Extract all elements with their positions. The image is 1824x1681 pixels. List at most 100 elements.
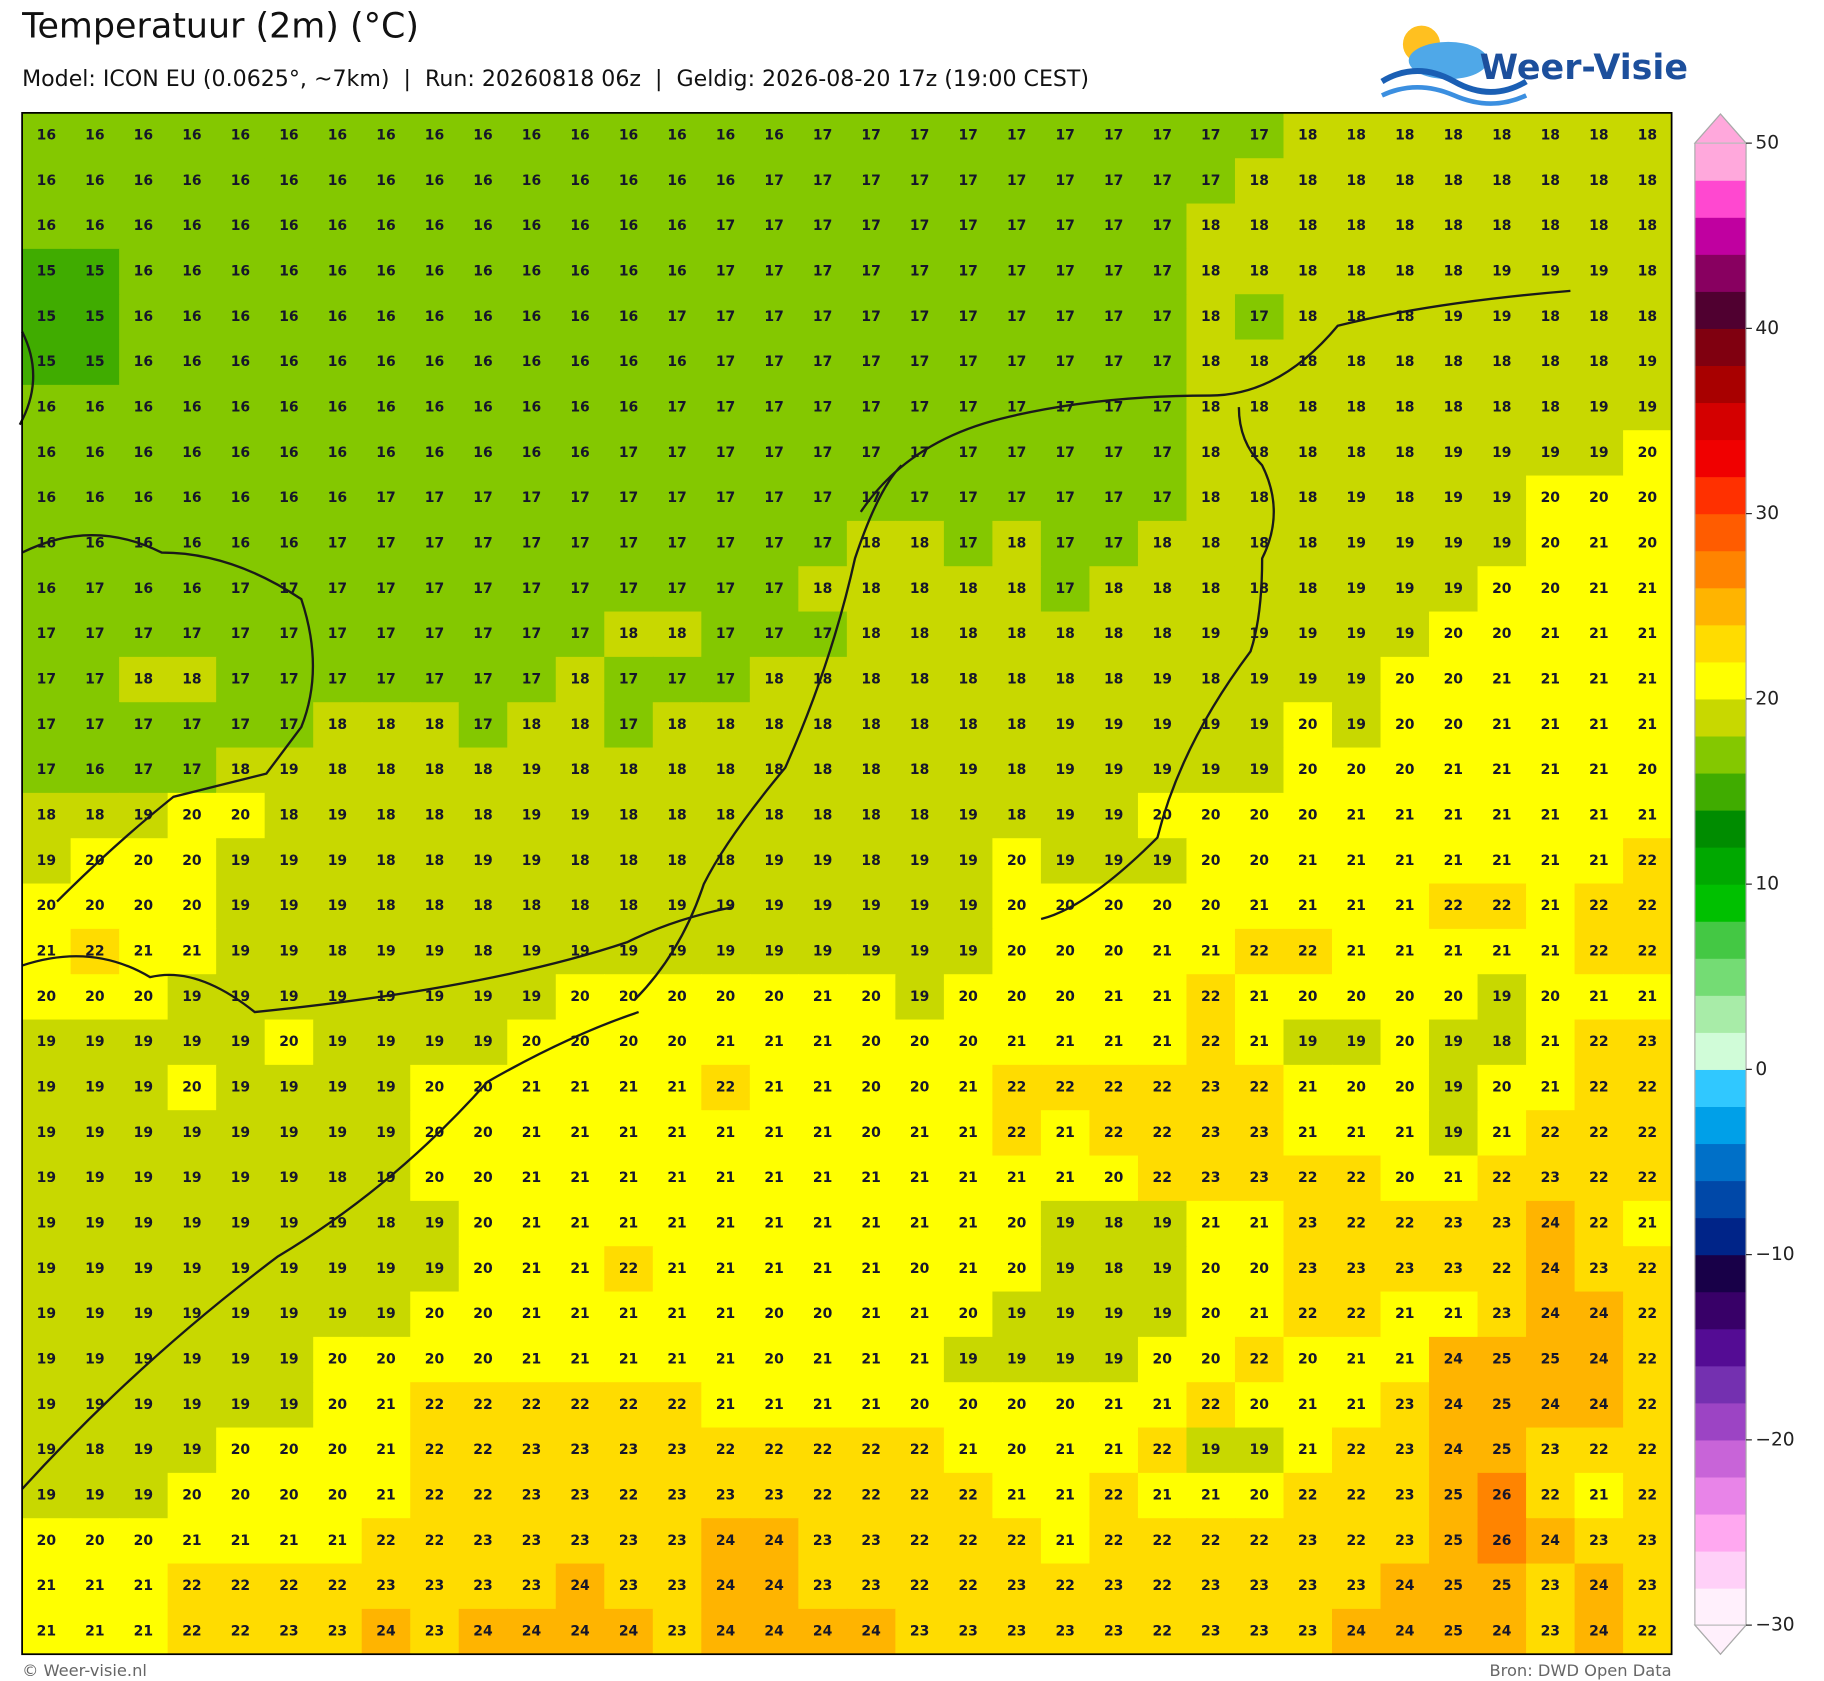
cell bbox=[507, 1291, 557, 1338]
cell bbox=[943, 928, 994, 975]
cell bbox=[507, 1427, 557, 1474]
cell bbox=[604, 1064, 654, 1111]
cell bbox=[1040, 1155, 1091, 1202]
temperature-label: 17 bbox=[1007, 445, 1026, 461]
colorbar-band bbox=[1694, 735, 1747, 774]
cell bbox=[264, 1472, 314, 1519]
temperature-label: 17 bbox=[667, 309, 686, 325]
temperature-label: 21 bbox=[376, 1397, 395, 1413]
temperature-label: 21 bbox=[716, 1397, 735, 1413]
cell bbox=[1574, 1608, 1624, 1655]
temperature-label: 16 bbox=[134, 218, 153, 234]
cell bbox=[1089, 1155, 1139, 1202]
cell bbox=[1574, 883, 1624, 930]
temperature-label: 20 bbox=[1395, 1080, 1415, 1096]
cell bbox=[1040, 1110, 1091, 1157]
cell bbox=[652, 656, 703, 703]
temperature-label: 18 bbox=[813, 717, 832, 733]
temperature-label: 18 bbox=[1007, 808, 1026, 824]
cell bbox=[264, 883, 314, 930]
cell bbox=[22, 520, 72, 567]
cell bbox=[943, 656, 994, 703]
cell bbox=[1380, 430, 1430, 477]
cell bbox=[895, 475, 945, 522]
cell bbox=[1089, 1608, 1139, 1655]
cell bbox=[216, 792, 266, 839]
temperature-label: 17 bbox=[1055, 445, 1074, 461]
temperature-label: 19 bbox=[910, 853, 929, 869]
cell bbox=[846, 974, 897, 1021]
temperature-label: 17 bbox=[1153, 173, 1172, 189]
temperature-label: 21 bbox=[813, 1034, 832, 1050]
cell bbox=[798, 1110, 848, 1157]
temperature-label: 17 bbox=[570, 490, 589, 506]
cell bbox=[652, 339, 703, 386]
temperature-label: 16 bbox=[85, 445, 104, 461]
temperature-label: 22 bbox=[1589, 944, 1608, 960]
temperature-label: 23 bbox=[1201, 1170, 1220, 1186]
temperature-label: 16 bbox=[328, 490, 347, 506]
temperature-label: 22 bbox=[1347, 1216, 1366, 1232]
temperature-label: 16 bbox=[279, 218, 298, 234]
temperature-label: 24 bbox=[1541, 1397, 1561, 1413]
temperature-label: 20 bbox=[861, 1080, 881, 1096]
cell bbox=[70, 1246, 120, 1293]
temperature-label: 17 bbox=[619, 717, 638, 733]
temperature-label: 18 bbox=[1444, 128, 1463, 144]
cell bbox=[846, 1563, 897, 1610]
cell bbox=[507, 1336, 557, 1383]
temperature-label: 19 bbox=[1153, 762, 1172, 778]
cell bbox=[70, 248, 120, 295]
temperature-label: 18 bbox=[376, 762, 395, 778]
temperature-label: 16 bbox=[376, 218, 395, 234]
temperature-label: 19 bbox=[376, 944, 395, 960]
cell bbox=[1283, 339, 1333, 386]
temperature-label: 18 bbox=[1541, 354, 1560, 370]
temperature-label: 16 bbox=[473, 445, 492, 461]
temperature-label: 15 bbox=[85, 354, 104, 370]
temperature-label: 19 bbox=[231, 1034, 250, 1050]
temperature-label: 20 bbox=[328, 1397, 348, 1413]
temperature-label: 20 bbox=[182, 1080, 202, 1096]
cell bbox=[1526, 1336, 1576, 1383]
cell bbox=[1137, 1427, 1188, 1474]
temperature-label: 19 bbox=[134, 808, 153, 824]
cell bbox=[1380, 1064, 1430, 1111]
cell bbox=[1137, 339, 1188, 386]
cell bbox=[604, 430, 654, 477]
temperature-label: 19 bbox=[231, 853, 250, 869]
temperature-label: 16 bbox=[134, 490, 153, 506]
cell bbox=[1332, 1110, 1382, 1157]
cell bbox=[507, 1472, 557, 1519]
cell bbox=[555, 112, 605, 159]
temperature-label: 18 bbox=[910, 626, 929, 642]
temperature-label: 21 bbox=[861, 1170, 880, 1186]
cell bbox=[361, 1382, 411, 1429]
cell bbox=[555, 294, 605, 341]
temperature-label: 18 bbox=[619, 626, 638, 642]
cell bbox=[70, 611, 120, 658]
temperature-label: 17 bbox=[716, 309, 735, 325]
cell bbox=[846, 883, 897, 930]
temperature-label: 24 bbox=[522, 1624, 542, 1640]
cell bbox=[119, 792, 169, 839]
temperature-label: 18 bbox=[619, 853, 638, 869]
temperature-label: 18 bbox=[958, 581, 977, 597]
temperature-label: 18 bbox=[279, 808, 298, 824]
cell bbox=[604, 702, 654, 749]
cell bbox=[1574, 1518, 1624, 1565]
cell bbox=[22, 1518, 72, 1565]
cell bbox=[361, 520, 411, 567]
cell bbox=[1332, 475, 1382, 522]
cell bbox=[749, 1291, 800, 1338]
cell bbox=[749, 1155, 800, 1202]
temperature-label: 19 bbox=[1638, 354, 1657, 370]
cell bbox=[1623, 1382, 1673, 1429]
temperature-label: 19 bbox=[425, 1216, 444, 1232]
cell bbox=[1429, 339, 1479, 386]
temperature-label: 17 bbox=[1104, 536, 1123, 552]
cell bbox=[604, 1155, 654, 1202]
cell bbox=[604, 475, 654, 522]
cell bbox=[458, 1382, 508, 1429]
temperature-label: 23 bbox=[667, 1442, 686, 1458]
